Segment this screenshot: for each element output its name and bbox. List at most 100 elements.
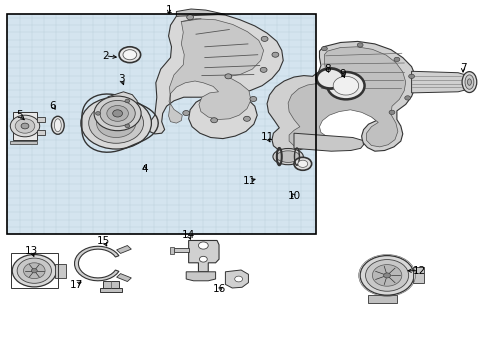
- Bar: [7, 14, 316, 234]
- Circle shape: [119, 47, 141, 63]
- Polygon shape: [37, 130, 45, 135]
- Text: 6: 6: [49, 101, 56, 111]
- Polygon shape: [413, 267, 424, 283]
- Polygon shape: [169, 19, 264, 123]
- Circle shape: [123, 50, 137, 60]
- Circle shape: [211, 118, 218, 123]
- Circle shape: [94, 96, 141, 131]
- Circle shape: [372, 265, 402, 286]
- Polygon shape: [55, 264, 66, 278]
- Circle shape: [112, 120, 120, 126]
- Circle shape: [100, 100, 135, 126]
- Circle shape: [389, 110, 395, 114]
- Polygon shape: [117, 246, 131, 253]
- Circle shape: [250, 96, 257, 102]
- Text: 17: 17: [69, 280, 83, 290]
- Circle shape: [198, 242, 208, 249]
- Text: 4: 4: [141, 164, 148, 174]
- Circle shape: [409, 74, 415, 78]
- Polygon shape: [37, 117, 45, 122]
- Circle shape: [17, 258, 51, 283]
- Circle shape: [31, 269, 37, 273]
- Circle shape: [125, 99, 130, 103]
- Text: 12: 12: [412, 266, 426, 276]
- Circle shape: [394, 57, 400, 62]
- Polygon shape: [74, 246, 119, 281]
- Circle shape: [244, 116, 250, 121]
- Circle shape: [89, 103, 144, 143]
- Polygon shape: [10, 141, 37, 144]
- Circle shape: [333, 76, 359, 95]
- Circle shape: [261, 36, 268, 41]
- Text: 14: 14: [182, 230, 196, 240]
- Text: 11: 11: [260, 132, 274, 142]
- Circle shape: [125, 124, 130, 128]
- Circle shape: [24, 263, 45, 279]
- Circle shape: [97, 109, 136, 138]
- Circle shape: [317, 68, 344, 89]
- Text: 3: 3: [118, 74, 125, 84]
- Circle shape: [327, 72, 365, 99]
- Circle shape: [272, 52, 279, 57]
- Text: 16: 16: [213, 284, 226, 294]
- Polygon shape: [189, 240, 219, 272]
- Polygon shape: [174, 248, 189, 252]
- Text: 11: 11: [243, 176, 257, 186]
- Polygon shape: [294, 133, 364, 151]
- Circle shape: [260, 67, 267, 72]
- Circle shape: [199, 256, 207, 262]
- Circle shape: [357, 43, 363, 47]
- Circle shape: [113, 110, 122, 117]
- Circle shape: [384, 273, 391, 278]
- Ellipse shape: [465, 75, 474, 89]
- Text: 13: 13: [25, 246, 39, 256]
- Ellipse shape: [276, 151, 300, 162]
- Circle shape: [12, 255, 56, 287]
- Circle shape: [10, 115, 40, 137]
- Circle shape: [107, 105, 128, 121]
- Circle shape: [321, 46, 327, 51]
- Polygon shape: [117, 274, 131, 282]
- Circle shape: [81, 97, 151, 149]
- Polygon shape: [368, 295, 397, 303]
- Ellipse shape: [467, 79, 471, 85]
- Polygon shape: [267, 41, 416, 152]
- Polygon shape: [186, 272, 216, 281]
- Text: 7: 7: [460, 63, 466, 73]
- Circle shape: [183, 111, 190, 116]
- Polygon shape: [148, 13, 283, 139]
- Bar: [7, 14, 316, 234]
- Circle shape: [187, 15, 194, 20]
- Ellipse shape: [54, 119, 61, 132]
- Text: 5: 5: [16, 110, 23, 120]
- Circle shape: [405, 96, 411, 100]
- Circle shape: [366, 260, 409, 291]
- Circle shape: [225, 74, 232, 79]
- Text: 1: 1: [166, 5, 172, 15]
- Polygon shape: [288, 47, 406, 148]
- Polygon shape: [412, 71, 469, 93]
- Text: 10: 10: [288, 191, 300, 201]
- Polygon shape: [108, 92, 137, 115]
- Text: 8: 8: [324, 64, 331, 74]
- Text: 9: 9: [340, 69, 346, 79]
- Polygon shape: [100, 288, 122, 292]
- Circle shape: [298, 160, 308, 167]
- Polygon shape: [225, 270, 248, 288]
- Circle shape: [294, 157, 312, 170]
- Circle shape: [21, 123, 29, 129]
- Circle shape: [235, 276, 243, 282]
- Polygon shape: [170, 247, 174, 254]
- Ellipse shape: [51, 116, 64, 134]
- Ellipse shape: [273, 149, 303, 165]
- Polygon shape: [13, 112, 37, 140]
- Circle shape: [15, 119, 35, 133]
- Polygon shape: [103, 281, 119, 288]
- Text: 2: 2: [102, 51, 109, 61]
- Circle shape: [360, 256, 414, 295]
- Polygon shape: [176, 9, 225, 16]
- Circle shape: [96, 112, 100, 115]
- Ellipse shape: [462, 72, 477, 93]
- Text: 15: 15: [97, 236, 111, 246]
- Circle shape: [106, 116, 126, 130]
